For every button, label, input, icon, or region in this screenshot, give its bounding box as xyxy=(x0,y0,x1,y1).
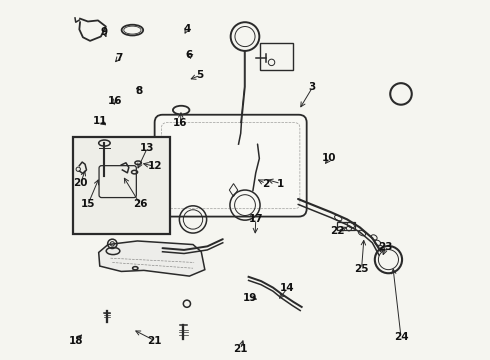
Text: 9: 9 xyxy=(101,27,108,37)
Text: 2: 2 xyxy=(262,179,270,189)
Text: 21: 21 xyxy=(233,344,248,354)
Text: 10: 10 xyxy=(322,153,337,163)
Text: 26: 26 xyxy=(133,199,147,210)
Text: 4: 4 xyxy=(183,24,191,35)
Text: 23: 23 xyxy=(378,242,393,252)
Text: 25: 25 xyxy=(354,264,369,274)
Text: 3: 3 xyxy=(309,82,316,93)
Bar xyxy=(260,42,293,69)
Text: 11: 11 xyxy=(93,116,107,126)
Text: 7: 7 xyxy=(115,53,122,63)
Text: 16: 16 xyxy=(108,96,122,106)
Text: 16: 16 xyxy=(173,118,188,128)
FancyBboxPatch shape xyxy=(155,115,307,217)
Text: 8: 8 xyxy=(136,86,143,96)
Text: 13: 13 xyxy=(140,143,155,153)
Text: 12: 12 xyxy=(147,161,162,171)
Text: 21: 21 xyxy=(147,336,162,346)
Text: 17: 17 xyxy=(248,215,263,224)
Text: 1: 1 xyxy=(277,179,285,189)
Text: 14: 14 xyxy=(280,283,294,293)
Text: 22: 22 xyxy=(330,226,345,236)
Text: 24: 24 xyxy=(393,332,408,342)
Bar xyxy=(73,137,170,234)
Text: 15: 15 xyxy=(81,199,95,210)
FancyBboxPatch shape xyxy=(99,166,136,198)
Text: 19: 19 xyxy=(243,293,258,303)
Text: 5: 5 xyxy=(196,70,204,80)
Bar xyxy=(337,222,355,230)
Text: 6: 6 xyxy=(186,50,193,60)
Polygon shape xyxy=(98,241,205,276)
Text: 18: 18 xyxy=(69,336,83,346)
Text: 20: 20 xyxy=(74,178,88,188)
